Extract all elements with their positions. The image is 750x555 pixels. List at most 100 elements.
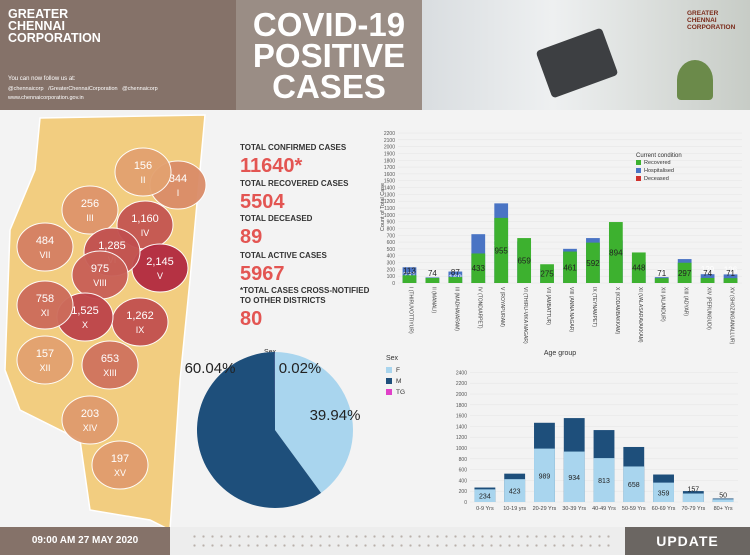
legend-swatch xyxy=(636,176,641,181)
value-label: 989 xyxy=(539,473,551,480)
zone-name: IX xyxy=(136,325,145,335)
stat-value: 11640* xyxy=(240,155,303,177)
bar-segment xyxy=(504,479,526,502)
y-tick-label: 2100 xyxy=(384,138,395,144)
y-tick-label: 200 xyxy=(459,489,468,495)
zone-cases: 197 xyxy=(111,453,129,465)
value-label: 461 xyxy=(563,263,577,272)
y-tick-label: 2400 xyxy=(456,370,467,376)
x-tick-label: V (ROYAPURAM) xyxy=(499,287,505,327)
bar-segment xyxy=(653,482,674,502)
zone-name: VII xyxy=(39,250,50,260)
value-label: 592 xyxy=(586,259,600,268)
zone-cases: 758 xyxy=(36,293,54,305)
bar-segment xyxy=(402,275,417,283)
zone-name: III xyxy=(86,213,94,223)
zone-cases: 256 xyxy=(81,198,99,210)
pie-label: 0.02% xyxy=(279,360,322,377)
zone-cases: 157 xyxy=(36,348,54,360)
zone-name: XIV xyxy=(83,423,98,433)
stat-label: TOTAL ACTIVE CASES xyxy=(240,251,327,260)
value-label: 126 xyxy=(724,265,738,274)
x-tick-label: XV (SHOZINGANALLUR) xyxy=(729,287,735,345)
zone-cases: 344 xyxy=(169,173,187,185)
bar-segment xyxy=(677,262,692,283)
legend-label: M xyxy=(396,378,401,385)
x-tick-label: VI (THIRU-VIKA NAGAR) xyxy=(522,287,528,344)
value-label: 275 xyxy=(540,270,554,279)
zone-cases: 1,160 xyxy=(131,213,159,225)
zone-cases: 156 xyxy=(134,160,152,172)
value-label: 82 xyxy=(428,268,437,277)
value-label: 297 xyxy=(678,269,692,278)
y-tick-label: 400 xyxy=(387,254,396,260)
y-tick-label: 1100 xyxy=(384,206,395,212)
x-tick-label: III (MADHAVARAM) xyxy=(453,287,459,331)
value-label: 659 xyxy=(517,257,531,266)
y-tick-label: 500 xyxy=(387,247,396,253)
value-label: 157 xyxy=(687,487,699,494)
value-label: 955 xyxy=(495,246,509,255)
legend-swatch xyxy=(636,160,641,165)
website: www.chennaicorporation.gov.in xyxy=(8,95,84,101)
title-line: POSITIVE xyxy=(252,37,406,74)
zone-cases: 484 xyxy=(36,235,54,247)
bar-segment xyxy=(563,251,577,283)
bar-segment xyxy=(517,238,532,283)
y-tick-label: 1400 xyxy=(456,424,467,430)
pie-slice xyxy=(197,352,322,508)
zone xyxy=(111,297,169,347)
update-button[interactable]: UPDATE xyxy=(625,527,750,555)
zone-cases: 653 xyxy=(101,353,119,365)
x-tick-label: 50-59 Yrs xyxy=(622,506,646,512)
zone-name: VIII xyxy=(93,278,107,288)
zone-name: II xyxy=(140,175,145,185)
y-tick-label: 200 xyxy=(387,267,396,273)
zone xyxy=(61,185,119,235)
value-label: 433 xyxy=(472,264,486,273)
stat-value: 5967 xyxy=(240,263,285,285)
y-tick-label: 1000 xyxy=(456,446,467,452)
x-tick-label: X (KODAMBAKKAM) xyxy=(614,287,620,335)
zone-cases: 1,525 xyxy=(71,305,99,317)
x-tick-label: XIV (PERUNGUDI) xyxy=(706,287,712,330)
body: 344I156II256III1,160IV2,145V1,285VI484VI… xyxy=(4,114,742,527)
bar-segment xyxy=(712,499,734,502)
bar-segment xyxy=(608,222,623,283)
stat-value: 80 xyxy=(240,308,262,330)
legend-label: TG xyxy=(396,389,405,396)
zone-cases: 1,262 xyxy=(126,310,154,322)
header-photo: GREATER CHENNAI CORPORATION xyxy=(422,0,750,110)
bar-segment xyxy=(723,278,738,283)
y-tick-label: 1300 xyxy=(384,192,395,198)
title-line: COVID-19 xyxy=(252,6,406,43)
y-tick-label: 1800 xyxy=(456,403,467,409)
x-tick-label: VII (AMBATTUR) xyxy=(545,287,551,325)
bar-segment xyxy=(682,493,704,502)
value-label: 87 xyxy=(451,268,460,277)
value-label: 65 xyxy=(719,491,727,498)
zone xyxy=(91,440,149,490)
legend-label: Hospitalised xyxy=(644,168,674,174)
bar-segment xyxy=(540,264,554,283)
y-tick-label: 1700 xyxy=(384,165,395,171)
zone-name: I xyxy=(177,188,180,198)
x-tick-label: 80+ Yrs xyxy=(714,506,733,512)
logo-text: GREATER CHENNAI CORPORATION xyxy=(687,10,736,31)
handle: @chennaicorp xyxy=(122,86,158,92)
x-tick-label: IX (TEYNAMPET) xyxy=(591,287,597,327)
bar-segment xyxy=(631,252,646,283)
y-tick-label: 1200 xyxy=(456,435,467,441)
bar-segment xyxy=(474,489,496,502)
handle: /GreaterChennaiCorporation xyxy=(48,86,118,92)
bar-segment xyxy=(494,217,509,283)
zone xyxy=(114,147,172,197)
tablet xyxy=(535,27,619,99)
y-axis-label: Count of Total Case xyxy=(380,183,386,231)
zone xyxy=(61,395,119,445)
value-label: 934 xyxy=(568,475,580,482)
x-tick-label: IV (TONDIARPET) xyxy=(476,287,482,329)
value-label: 894 xyxy=(609,249,623,258)
zone-cases: 1,285 xyxy=(98,240,126,252)
y-tick-label: 1600 xyxy=(456,414,467,420)
